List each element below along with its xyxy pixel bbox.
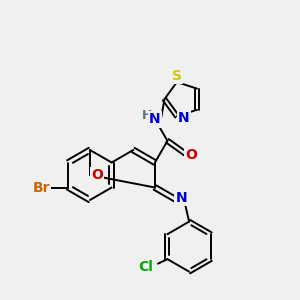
Text: O: O — [185, 148, 197, 162]
Text: S: S — [172, 69, 182, 83]
Text: H: H — [142, 109, 152, 122]
Text: N: N — [149, 112, 161, 126]
Text: O: O — [91, 168, 103, 182]
Text: N: N — [178, 111, 190, 125]
Text: Cl: Cl — [139, 260, 153, 274]
Text: Br: Br — [33, 181, 50, 194]
Text: N: N — [176, 191, 188, 205]
